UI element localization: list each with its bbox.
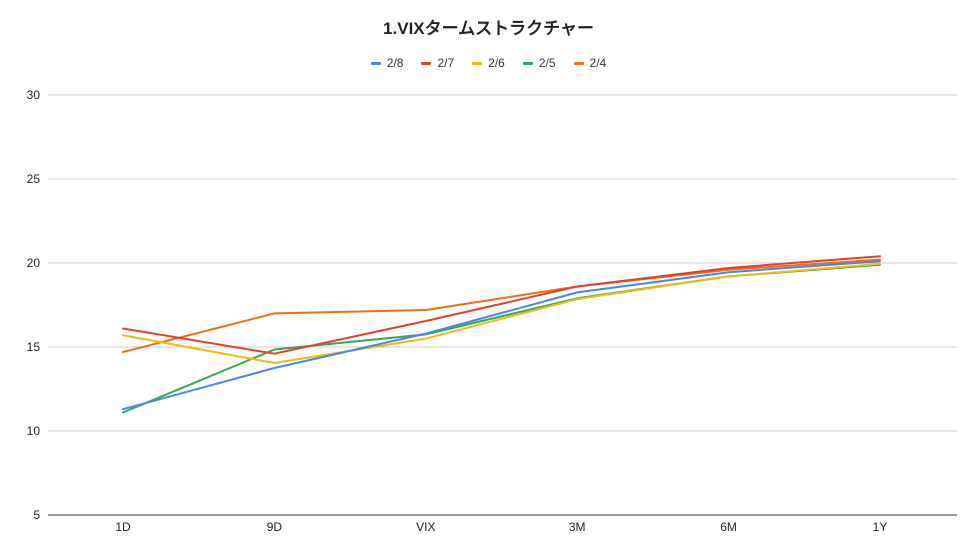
legend-item-2-5[interactable]: 2/5	[522, 56, 556, 70]
legend-label: 2/6	[488, 56, 505, 70]
x-tick-label: 6M	[720, 520, 737, 534]
x-tick-label: 1Y	[873, 520, 888, 534]
legend-label: 2/8	[386, 56, 404, 70]
x-tick-label: VIX	[416, 520, 435, 534]
legend-item-2-4[interactable]: 2/4	[573, 56, 607, 70]
legend-swatch	[522, 61, 533, 65]
legend-swatch	[370, 61, 381, 65]
chart-title: 1.VIXタームストラクチャー	[383, 19, 594, 38]
legend-item-2-6[interactable]: 2/6	[472, 56, 505, 70]
y-tick-label: 25	[27, 172, 41, 186]
legend-label: 2/7	[437, 56, 455, 70]
x-tick-label: 9D	[267, 520, 283, 534]
y-tick-label: 30	[27, 88, 41, 102]
legend-label: 2/5	[538, 56, 556, 70]
y-tick-label: 5	[33, 508, 40, 522]
series-line-2-5	[122, 263, 881, 414]
y-tick-label: 20	[27, 256, 41, 270]
series-line-2-4	[122, 258, 881, 353]
legend-label: 2/4	[589, 56, 607, 70]
x-tick-label: 3M	[569, 520, 586, 534]
legend-swatch	[573, 61, 584, 65]
chart-legend: 2/8 2/7 2/6 2/5 2/4	[0, 56, 977, 70]
y-tick-label: 10	[27, 424, 41, 438]
legend-item-2-7[interactable]: 2/7	[421, 56, 454, 70]
y-tick-label: 15	[27, 340, 41, 354]
legend-swatch	[472, 61, 483, 65]
series-line-2-7	[122, 255, 881, 355]
legend-item-2-8[interactable]: 2/8	[370, 56, 404, 70]
series-line-2-6	[122, 262, 881, 364]
x-tick-label: 1D	[115, 520, 131, 534]
legend-swatch	[421, 61, 432, 65]
series-line-2-8	[122, 260, 881, 411]
